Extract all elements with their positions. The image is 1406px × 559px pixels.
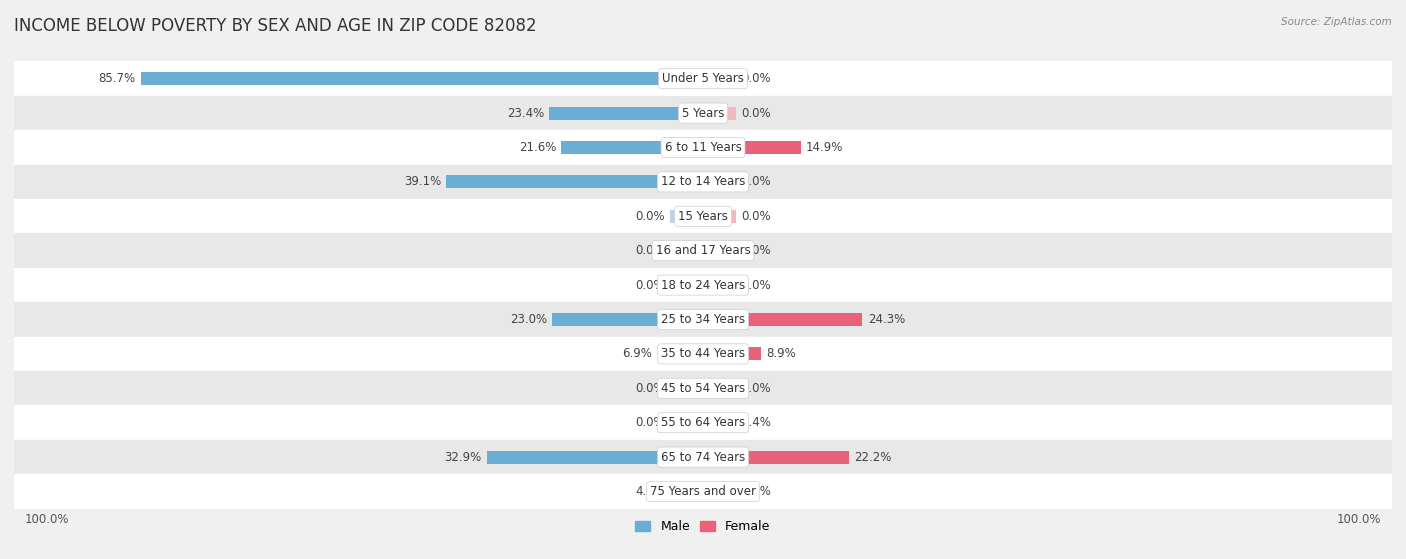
Text: 35 to 44 Years: 35 to 44 Years — [661, 347, 745, 361]
Bar — [671, 244, 703, 257]
Bar — [703, 382, 735, 395]
Bar — [14, 405, 1392, 440]
Text: 0.0%: 0.0% — [636, 244, 665, 257]
Text: 22.2%: 22.2% — [853, 451, 891, 463]
Bar — [14, 268, 1392, 302]
Bar — [14, 371, 1392, 405]
Bar — [14, 474, 1392, 509]
Text: 0.0%: 0.0% — [741, 382, 770, 395]
Legend: Male, Female: Male, Female — [630, 515, 776, 538]
Text: 0.0%: 0.0% — [636, 416, 665, 429]
Text: 32.9%: 32.9% — [444, 451, 482, 463]
Text: 14.9%: 14.9% — [806, 141, 844, 154]
Bar — [703, 485, 735, 498]
Text: 65 to 74 Years: 65 to 74 Years — [661, 451, 745, 463]
Bar — [14, 440, 1392, 474]
Text: 25 to 34 Years: 25 to 34 Years — [661, 313, 745, 326]
Text: 6.9%: 6.9% — [623, 347, 652, 361]
Bar — [14, 199, 1392, 234]
Text: 0.0%: 0.0% — [741, 72, 770, 85]
Text: Source: ZipAtlas.com: Source: ZipAtlas.com — [1281, 17, 1392, 27]
Text: 45 to 54 Years: 45 to 54 Years — [661, 382, 745, 395]
Bar — [550, 107, 703, 120]
Bar — [671, 382, 703, 395]
Text: INCOME BELOW POVERTY BY SEX AND AGE IN ZIP CODE 82082: INCOME BELOW POVERTY BY SEX AND AGE IN Z… — [14, 17, 537, 35]
Text: 0.0%: 0.0% — [741, 176, 770, 188]
Text: 85.7%: 85.7% — [98, 72, 135, 85]
Text: 55 to 64 Years: 55 to 64 Years — [661, 416, 745, 429]
Bar — [14, 302, 1392, 337]
Text: 21.6%: 21.6% — [519, 141, 555, 154]
Text: 0.0%: 0.0% — [636, 278, 665, 292]
Text: 2.2%: 2.2% — [741, 485, 770, 498]
Text: 12 to 14 Years: 12 to 14 Years — [661, 176, 745, 188]
Text: 15 Years: 15 Years — [678, 210, 728, 223]
Bar — [703, 210, 735, 223]
Text: 0.0%: 0.0% — [741, 244, 770, 257]
Bar — [703, 347, 762, 361]
Bar — [14, 96, 1392, 130]
Bar — [561, 141, 703, 154]
Bar — [671, 485, 703, 498]
Text: 4.1%: 4.1% — [636, 485, 665, 498]
Text: 16 and 17 Years: 16 and 17 Years — [655, 244, 751, 257]
Bar — [671, 416, 703, 429]
Bar — [703, 313, 862, 326]
Bar — [671, 278, 703, 292]
Text: 23.4%: 23.4% — [508, 107, 544, 120]
Text: 0.0%: 0.0% — [741, 278, 770, 292]
Text: 23.0%: 23.0% — [510, 313, 547, 326]
Bar — [141, 72, 703, 85]
Bar — [14, 234, 1392, 268]
Text: 2.4%: 2.4% — [741, 416, 770, 429]
Text: 6 to 11 Years: 6 to 11 Years — [665, 141, 741, 154]
Bar — [14, 61, 1392, 96]
Bar — [703, 416, 735, 429]
Bar — [486, 451, 703, 463]
Bar — [14, 165, 1392, 199]
Text: 18 to 24 Years: 18 to 24 Years — [661, 278, 745, 292]
Text: 0.0%: 0.0% — [741, 210, 770, 223]
Bar — [703, 176, 735, 188]
Bar — [658, 347, 703, 361]
Bar — [703, 107, 735, 120]
Text: 24.3%: 24.3% — [868, 313, 905, 326]
Bar — [14, 337, 1392, 371]
Text: 0.0%: 0.0% — [636, 382, 665, 395]
Text: Under 5 Years: Under 5 Years — [662, 72, 744, 85]
Bar — [447, 176, 703, 188]
Text: 5 Years: 5 Years — [682, 107, 724, 120]
Text: 75 Years and over: 75 Years and over — [650, 485, 756, 498]
Text: 0.0%: 0.0% — [741, 107, 770, 120]
Bar — [14, 130, 1392, 165]
Text: 39.1%: 39.1% — [404, 176, 441, 188]
Bar — [703, 141, 801, 154]
Text: 8.9%: 8.9% — [766, 347, 796, 361]
Bar — [703, 244, 735, 257]
Bar — [671, 210, 703, 223]
Bar — [553, 313, 703, 326]
Bar — [703, 451, 849, 463]
Bar — [703, 72, 735, 85]
Bar — [703, 278, 735, 292]
Text: 0.0%: 0.0% — [636, 210, 665, 223]
